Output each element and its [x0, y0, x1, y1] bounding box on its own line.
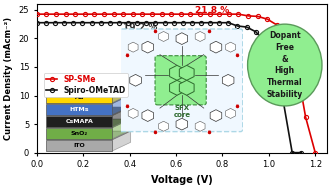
- Text: 21.8 %: 21.8 %: [195, 6, 229, 15]
- X-axis label: Voltage (V): Voltage (V): [151, 175, 213, 185]
- Spiro-OMeTAD: [126, 22, 130, 24]
- Spiro-OMeTAD: [135, 22, 139, 24]
- Spiro-OMeTAD: [281, 99, 285, 101]
- Spiro-OMeTAD: [199, 22, 203, 24]
- SP-SMe: [112, 13, 116, 15]
- Spiro-OMeTAD: [99, 22, 103, 24]
- Spiro-OMeTAD: [44, 22, 48, 24]
- SP-SMe: [208, 13, 212, 15]
- SP-SMe: [54, 13, 58, 15]
- SP-SMe: [92, 13, 96, 15]
- SP-SMe: [188, 13, 192, 15]
- Text: 19.2 %: 19.2 %: [123, 23, 157, 32]
- Spiro-OMeTAD: [35, 22, 39, 24]
- SP-SMe: [304, 116, 307, 118]
- Spiro-OMeTAD: [217, 22, 221, 24]
- SP-SMe: [150, 13, 154, 15]
- Spiro-OMeTAD: [181, 22, 185, 24]
- SP-SMe: [217, 13, 221, 15]
- Spiro-OMeTAD: [53, 22, 57, 24]
- SP-SMe: [73, 13, 77, 15]
- Spiro-OMeTAD: [299, 152, 303, 154]
- Spiro-OMeTAD: [90, 22, 94, 24]
- SP-SMe: [236, 13, 240, 15]
- SP-SMe: [140, 13, 144, 15]
- SP-SMe: [83, 13, 87, 15]
- Spiro-OMeTAD: [226, 22, 230, 24]
- SP-SMe: [198, 13, 202, 15]
- Spiro-OMeTAD: [172, 22, 176, 24]
- Spiro-OMeTAD: [154, 22, 158, 24]
- SP-SMe: [256, 15, 260, 18]
- Spiro-OMeTAD: [235, 25, 239, 27]
- Spiro-OMeTAD: [245, 26, 249, 28]
- SP-SMe: [227, 13, 231, 15]
- SP-SMe: [284, 36, 288, 38]
- SP-SMe: [246, 15, 250, 17]
- Spiro-OMeTAD: [80, 22, 84, 24]
- Spiro-OMeTAD: [263, 40, 267, 43]
- SP-SMe: [275, 24, 279, 26]
- Line: SP-SMe: SP-SMe: [35, 12, 317, 155]
- Spiro-OMeTAD: [190, 22, 194, 24]
- Spiro-OMeTAD: [254, 31, 258, 33]
- SP-SMe: [44, 13, 48, 15]
- Spiro-OMeTAD: [62, 22, 66, 24]
- SP-SMe: [102, 13, 106, 15]
- Legend: SP-SMe, Spiro-OMeTAD: SP-SMe, Spiro-OMeTAD: [44, 73, 128, 97]
- Y-axis label: Current Density (mAcm⁻²): Current Density (mAcm⁻²): [4, 17, 13, 140]
- Spiro-OMeTAD: [208, 22, 212, 24]
- SP-SMe: [35, 13, 39, 15]
- Spiro-OMeTAD: [272, 60, 276, 62]
- SP-SMe: [294, 62, 298, 64]
- Spiro-OMeTAD: [144, 22, 148, 24]
- Spiro-OMeTAD: [290, 152, 294, 154]
- Spiro-OMeTAD: [71, 22, 75, 24]
- Line: Spiro-OMeTAD: Spiro-OMeTAD: [35, 21, 304, 155]
- Spiro-OMeTAD: [108, 22, 112, 24]
- SP-SMe: [160, 13, 164, 15]
- SP-SMe: [265, 18, 269, 20]
- SP-SMe: [169, 13, 173, 15]
- SP-SMe: [179, 13, 183, 15]
- Spiro-OMeTAD: [117, 22, 121, 24]
- SP-SMe: [121, 13, 125, 15]
- SP-SMe: [313, 152, 317, 154]
- SP-SMe: [131, 13, 135, 15]
- Spiro-OMeTAD: [163, 22, 166, 24]
- SP-SMe: [64, 13, 68, 15]
